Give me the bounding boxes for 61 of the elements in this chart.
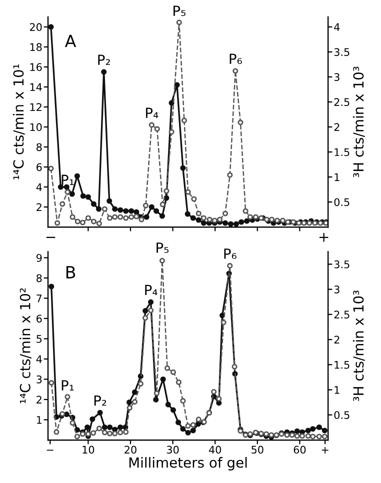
y2-tick-label: 0.5 (334, 411, 350, 420)
text: − (46, 236, 56, 238)
y2-tick-label: 1 (334, 173, 340, 181)
annotation: P₅ (156, 242, 169, 253)
y-tick-label: 9 (36, 254, 42, 262)
x-tick-label: 60 (294, 446, 306, 454)
annotation: P₆ (224, 248, 236, 259)
y-tick-label: 4 (36, 355, 42, 363)
x-tick-label: + (322, 446, 328, 454)
x-tick-label: 50 (252, 446, 264, 454)
y-tick-label: 3 (36, 375, 42, 384)
y-tick-label: 10 (30, 123, 42, 132)
y2-tick-label: 1 (334, 386, 340, 394)
y2-tick-label: 4 (334, 23, 340, 31)
y-tick-label: 6 (36, 314, 42, 323)
x-tick-label: 20 (124, 446, 136, 454)
y-tick-label: 14 (30, 83, 42, 91)
y-tick-label: 2 (36, 203, 42, 211)
y2-axis-title: ³H cts/min x 10³ (352, 290, 365, 402)
y-tick-label: 1 (36, 416, 42, 424)
annotation: P₁ (62, 380, 74, 390)
y-tick-label: 8 (36, 143, 42, 152)
y2-axis-title: ³H cts/min x 10³ (352, 66, 365, 178)
y2-tick-label: 2.5 (334, 98, 350, 106)
annotation: P₂ (98, 54, 110, 65)
y-tick-label: 7 (36, 294, 42, 302)
y-axis-title: ¹⁴C cts/min x 10² (20, 288, 32, 404)
annotation: P₄ (146, 108, 158, 118)
y2-tick-label: 1.5 (334, 148, 350, 156)
y2-tick-label: 3 (334, 73, 340, 82)
x-tick-label: 30 (166, 446, 179, 454)
y2-tick-label: 2 (334, 123, 340, 131)
annotation: B (66, 266, 76, 278)
annotation: A (64, 34, 76, 48)
y-tick-label: 6 (36, 163, 42, 172)
text: + (319, 233, 328, 242)
x-tick-label: 40 (208, 446, 222, 454)
y2-tick-label: 2.5 (334, 310, 350, 319)
annotation: P₆ (230, 54, 242, 64)
y-tick-label: 2 (36, 396, 42, 404)
annotation: P₄ (145, 284, 158, 296)
y2-tick-label: 3 (334, 286, 340, 294)
y2-tick-label: 3.5 (334, 260, 350, 268)
y-tick-label: 8 (36, 274, 42, 282)
y2-tick-label: 1.5 (334, 361, 350, 369)
y-tick-label: 12 (30, 103, 42, 111)
y-tick-label: 20 (30, 23, 42, 32)
x-tick-label: 10 (82, 446, 94, 454)
y-axis-title: ¹⁴C cts/min x 10¹ (12, 64, 25, 180)
x-axis-title: Millimeters of gel (129, 457, 247, 470)
y-tick-label: 18 (30, 43, 42, 52)
y-tick-label: 4 (36, 183, 42, 191)
y2-tick-label: 3.5 (334, 48, 350, 56)
y2-tick-label: 2 (334, 336, 340, 344)
y-tick-label: 5 (36, 335, 42, 343)
annotation: P₂ (94, 395, 106, 406)
x-tick-label: − (46, 450, 54, 451)
y-tick-label: 16 (30, 63, 42, 72)
annotation: P₁ (62, 174, 74, 185)
y2-tick-label: 0.5 (334, 198, 350, 206)
annotation: P₅ (174, 6, 186, 16)
